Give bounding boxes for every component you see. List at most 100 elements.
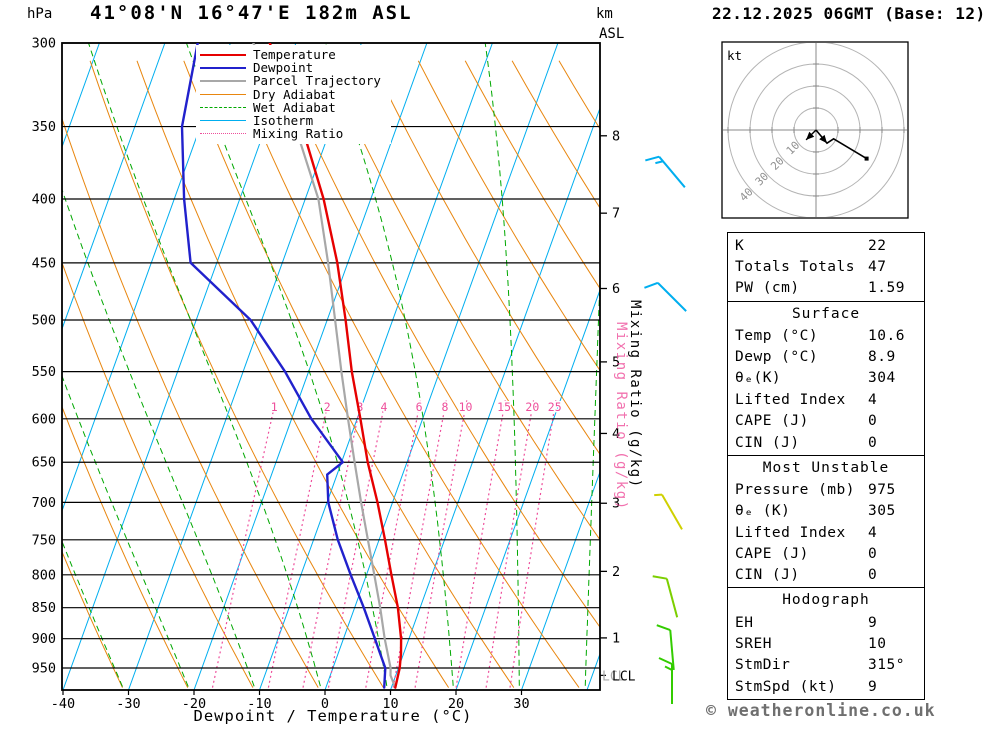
stat-value: 1.59	[868, 280, 905, 297]
mixing-ratio-axis-label-pink: Mixing Ratio (g/kg)	[613, 322, 629, 511]
stat-value: 975	[868, 481, 896, 498]
stat-row: CIN (J) 0	[728, 432, 924, 453]
legend-line-sample	[200, 53, 246, 56]
km-tick-label: 8	[612, 128, 620, 144]
legend-row: Dewpoint	[200, 60, 381, 76]
legend-label: Wet Adiabat	[253, 99, 336, 115]
stat-label: Temp (°C)	[735, 327, 819, 344]
stat-label: StmDir	[735, 657, 791, 674]
stat-label: PW (cm)	[735, 280, 800, 297]
stat-label: Pressure (mb)	[735, 481, 855, 498]
temp-tick-label: 10	[382, 696, 398, 712]
pressure-tick-label: 600	[32, 411, 56, 427]
km-tick-label: 6	[612, 281, 620, 297]
stat-value: 10.6	[868, 327, 905, 344]
run-datetime-title: 22.12.2025 06GMT (Base: 12)	[712, 4, 986, 23]
legend-line-sample	[200, 93, 246, 95]
pressure-tick-label: 500	[32, 312, 56, 328]
legend-row: Isotherm	[200, 113, 381, 129]
stat-label: Dewp (°C)	[735, 349, 819, 366]
legend-label: Isotherm	[253, 113, 314, 129]
lcl-label-shadow: LCL	[602, 669, 626, 684]
pressure-tick-label: 800	[32, 567, 56, 583]
km-tick-label: 4	[612, 426, 620, 442]
wind-barb	[658, 657, 673, 704]
wind-barb	[654, 493, 683, 530]
legend-row: Dry Adiabat	[200, 86, 381, 102]
stat-row: Lifted Index 4	[728, 389, 924, 410]
legend-label: Parcel Trajectory	[253, 73, 381, 89]
mixing-ratio-value-label: 3	[356, 400, 363, 414]
station-title: 41°08'N 16°47'E 182m ASL	[90, 2, 413, 24]
stat-value: 9	[868, 678, 878, 695]
legend-label: Dry Adiabat	[253, 86, 336, 102]
pressure-tick-label: 900	[32, 631, 56, 647]
stat-row: CAPE (J) 0	[728, 411, 924, 432]
chart-gridlines	[62, 43, 600, 690]
mixing-ratio-value-label: 4	[381, 400, 388, 414]
temp-tick-label: -40	[51, 696, 75, 712]
stat-label: StmSpd (kt)	[735, 678, 837, 695]
most-unstable-table-header: Most Unstable	[762, 459, 890, 476]
stat-row: StmSpd (kt) 9	[728, 676, 924, 697]
mixing-ratio-value-label: 2	[324, 400, 331, 414]
stat-label: θₑ(K)	[735, 370, 782, 387]
km-tick-label: 2	[612, 564, 620, 580]
temp-tick-label: -30	[116, 696, 140, 712]
mixing-ratio-value-label: 6	[416, 400, 423, 414]
most-unstable-table: Most Unstable Pressure (mb) 975 θₑ (K) 305 L…	[727, 454, 925, 590]
stat-row: PW (cm) 1.59	[728, 278, 924, 299]
stat-row: Lifted Index 4	[728, 522, 924, 543]
stat-label: Lifted Index	[735, 391, 846, 408]
mixing-ratio-value-label: 25	[548, 400, 562, 414]
temp-tick-label: -10	[247, 696, 271, 712]
legend-row: Mixing Ratio	[200, 126, 381, 142]
stat-value: 0	[868, 434, 878, 451]
legend-label: Mixing Ratio	[253, 126, 344, 142]
pressure-tick-label: 400	[32, 191, 56, 207]
pressure-tick-label: 700	[32, 495, 56, 511]
stat-row: K 22	[728, 235, 924, 256]
stat-row: Dewp (°C) 8.9	[728, 346, 924, 367]
chart-legend: Temperature Dewpoint Parcel Trajectory Dry …	[196, 45, 391, 145]
stat-row: θₑ (K) 305	[728, 501, 924, 522]
stat-row: θₑ(K) 304	[728, 368, 924, 389]
parcel-trajectory-curve	[252, 43, 397, 689]
legend-row: Temperature	[200, 47, 381, 63]
stat-row: CAPE (J) 0	[728, 543, 924, 564]
km-tick-label: 3	[612, 496, 620, 512]
stat-row: EH 9	[728, 612, 924, 633]
stat-label: EH	[735, 614, 754, 631]
stat-row: Temp (°C) 10.6	[728, 325, 924, 346]
stat-label: CAPE (J)	[735, 413, 809, 430]
altitude-axis-unit-km: km	[596, 6, 613, 22]
km-tick-label: 7	[612, 206, 620, 222]
mixing-ratio-axis-label: Mixing Ratio (g/kg)	[627, 300, 643, 489]
pressure-tick-label: 550	[32, 364, 56, 380]
km-tick-label: 5	[612, 354, 620, 370]
legend-row: Parcel Trajectory	[200, 73, 381, 89]
stat-label: Totals Totals	[735, 259, 855, 276]
pressure-axis-unit: hPa	[27, 6, 53, 22]
stat-row: CIN (J) 0	[728, 565, 924, 586]
temp-tick-label: 20	[448, 696, 464, 712]
legend-line-sample	[200, 133, 246, 135]
pressure-tick-label: 850	[32, 600, 56, 616]
temp-tick-label: -20	[182, 696, 206, 712]
km-tick-label: 1	[612, 630, 620, 646]
stat-value: 304	[868, 370, 896, 387]
mixing-ratio-value-label: 15	[497, 400, 511, 414]
temperature-curve	[268, 43, 403, 689]
wind-barb	[656, 624, 675, 671]
mixing-ratio-value-label: 8	[442, 400, 449, 414]
legend-label: Dewpoint	[253, 60, 314, 76]
stat-value: 8.9	[868, 349, 896, 366]
temp-tick-label: 0	[321, 696, 329, 712]
mixing-ratio-value-label: 20	[525, 400, 539, 414]
stat-label: Lifted Index	[735, 524, 846, 541]
stat-row: SREH 10	[728, 633, 924, 654]
stat-label: SREH	[735, 635, 772, 652]
legend-label: Temperature	[253, 47, 336, 63]
legend-line-sample	[200, 106, 246, 108]
